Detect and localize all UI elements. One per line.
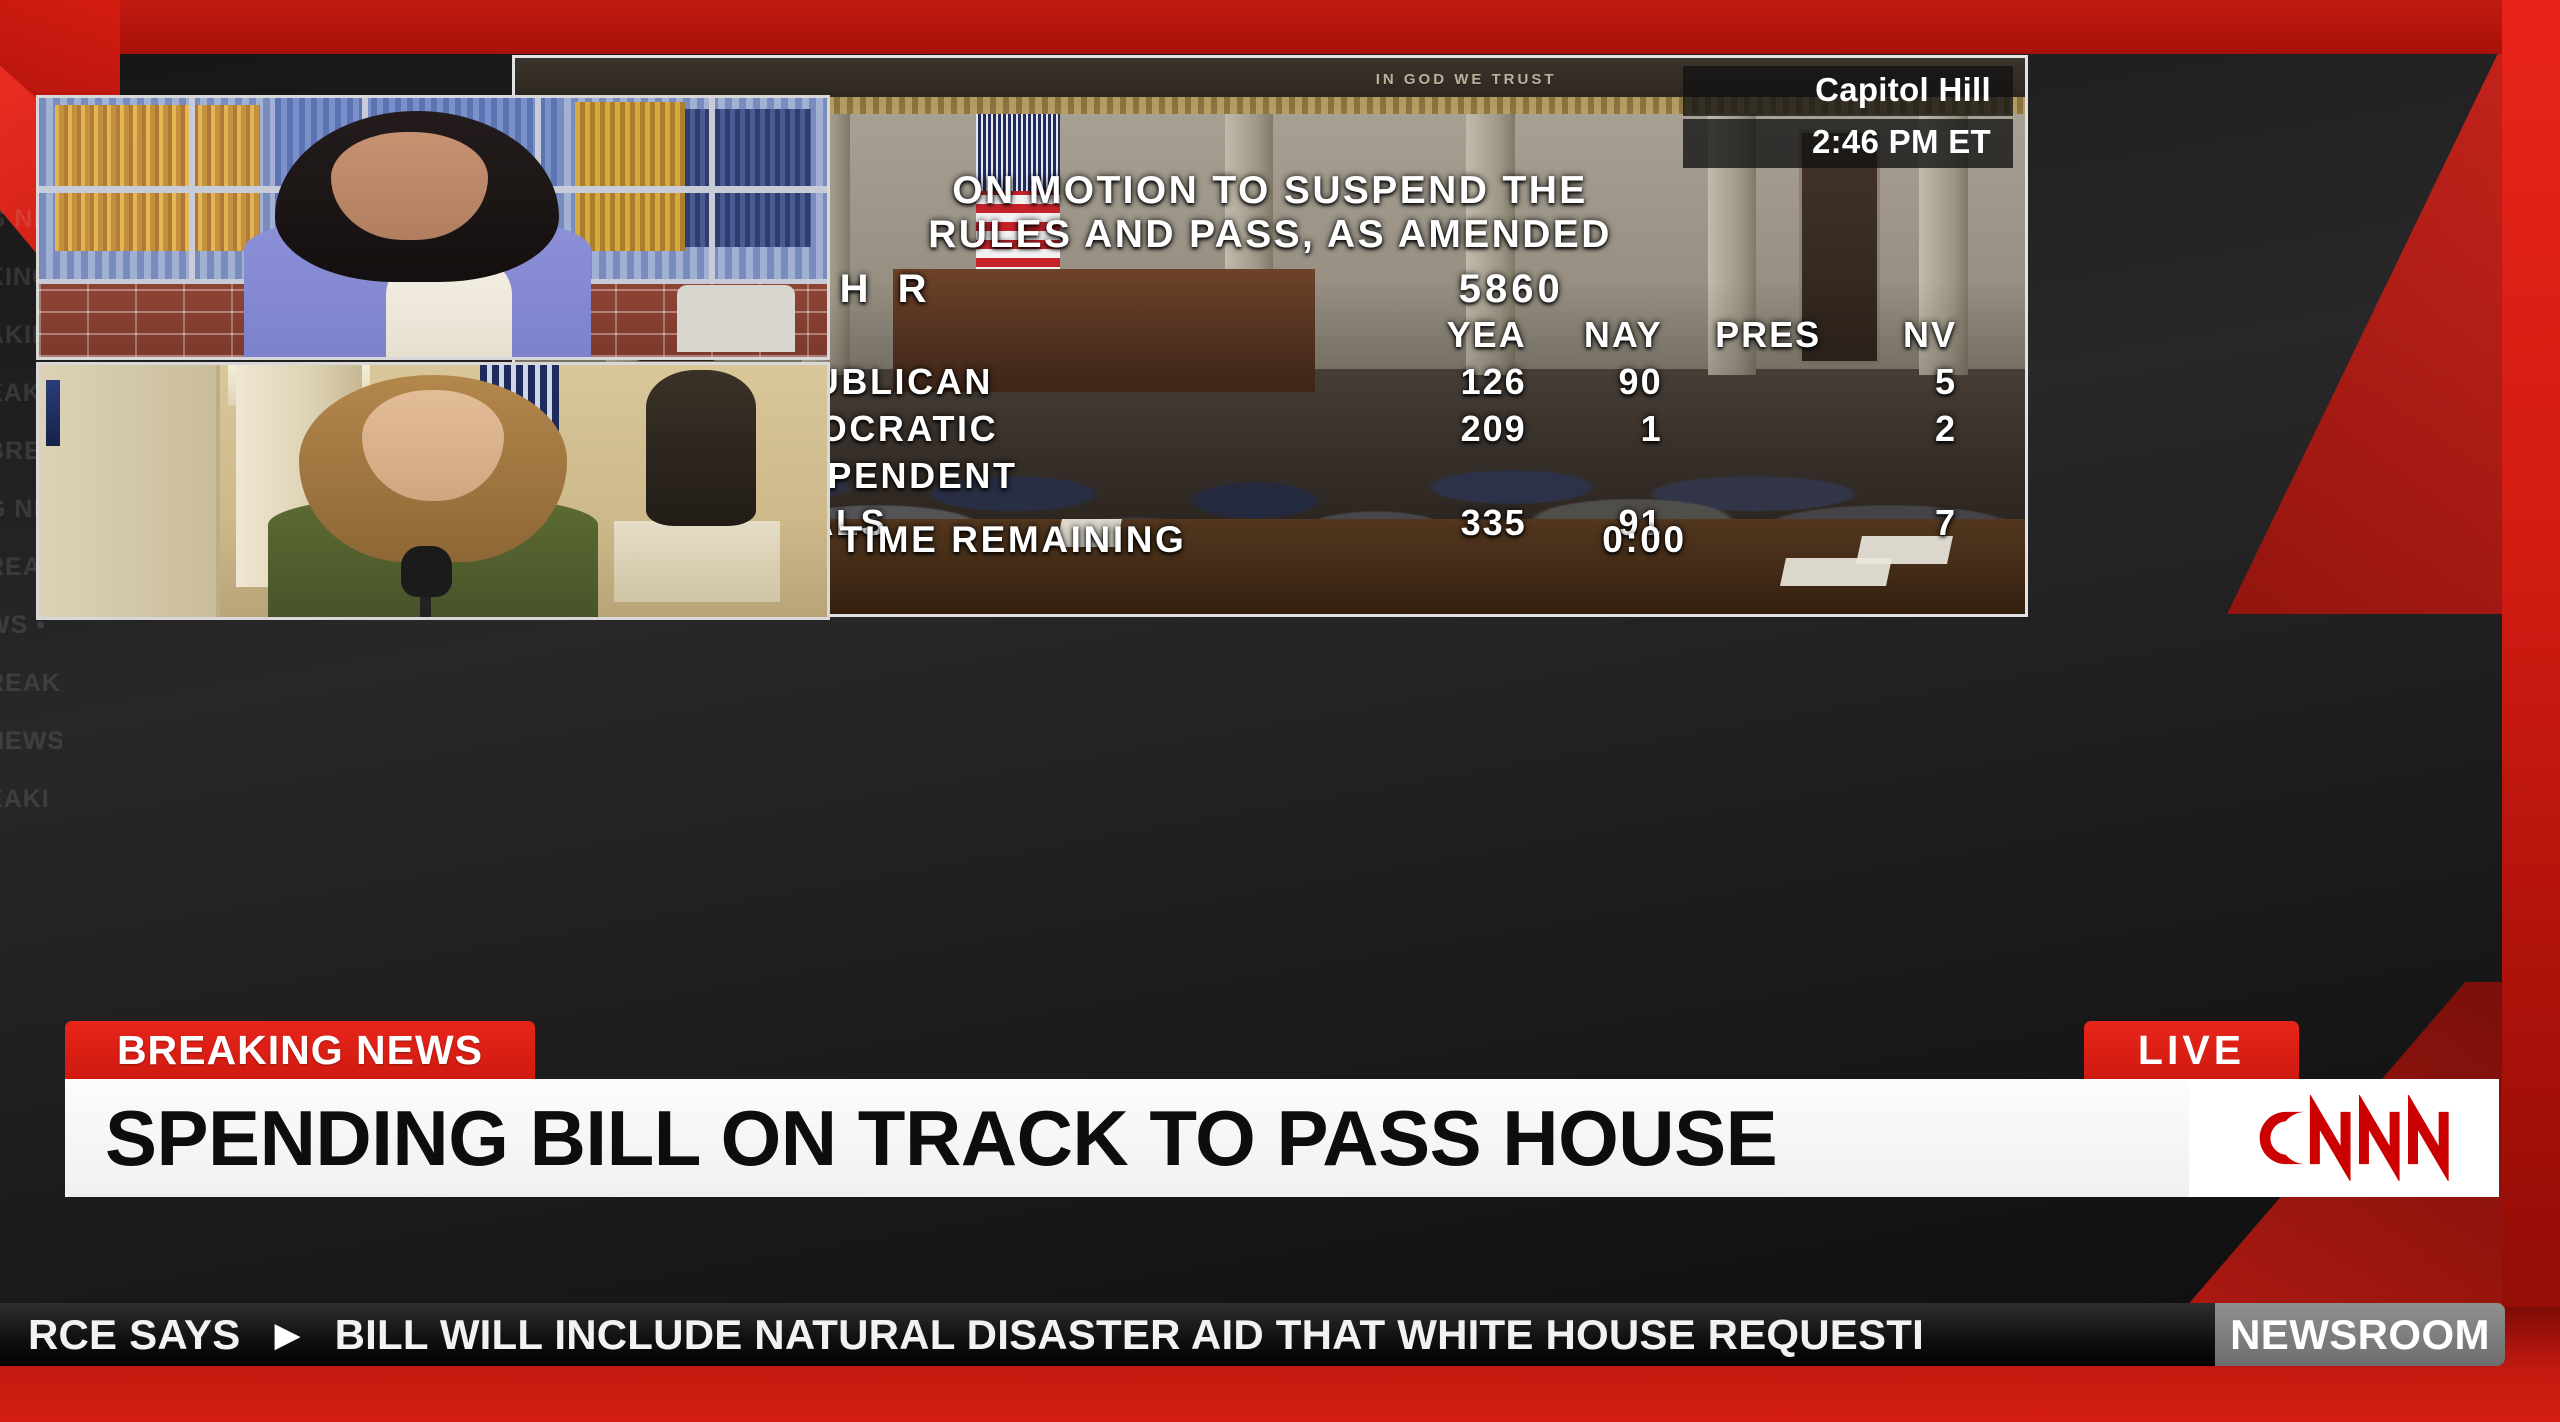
cityscape-left	[54, 105, 260, 251]
play-arrow-icon: ▶	[274, 1315, 301, 1354]
background-ghost-line: BRE	[0, 437, 42, 465]
studio-chair	[677, 284, 796, 352]
background-ghost-line: REAK	[0, 669, 61, 697]
capitol-reporter-video-panel	[36, 362, 830, 620]
location-place: Capitol Hill	[1683, 66, 2013, 116]
in-god-we-trust-inscription: IN GOD WE TRUST	[1375, 71, 1557, 89]
breaking-news-label: BREAKING NEWS	[116, 1026, 484, 1073]
bronze-statue	[645, 370, 757, 527]
capitol-corridor-scene	[39, 365, 827, 617]
breaking-news-tab: BREAKING NEWS	[65, 1021, 535, 1079]
studio-anchor-video-panel	[36, 95, 830, 360]
live-label: LIVE	[2137, 1026, 2246, 1073]
location-time: 2:46 PM ET	[1683, 119, 2013, 168]
microphone-stem	[420, 586, 432, 617]
headline-text: SPENDING BILL ON TRACK TO PASS HOUSE	[105, 1093, 1778, 1182]
background-red-top-bar	[0, 0, 2560, 54]
cityscape-right	[574, 101, 686, 251]
cnn-logo-icon	[2259, 1095, 2449, 1181]
ticker-segment-2: BILL WILL INCLUDE NATURAL DISASTER AID T…	[334, 1310, 1924, 1358]
corridor-door	[39, 365, 221, 617]
background-ghost-line: EAKI	[0, 785, 50, 813]
headline-bar: SPENDING BILL ON TRACK TO PASS HOUSE	[65, 1079, 2499, 1197]
anchor-face	[330, 131, 489, 241]
live-tab: LIVE	[2084, 1021, 2299, 1079]
desk-papers	[1855, 536, 1953, 564]
news-ticker: RCE SAYS ▶ BILL WILL INCLUDE NATURAL DIS…	[0, 1303, 2505, 1366]
location-badge: Capitol Hill 2:46 PM ET	[1683, 66, 2013, 168]
corridor-door-glass	[46, 380, 61, 446]
lower-third: BREAKING NEWS LIVE SPENDING BILL ON TRAC…	[65, 1021, 2499, 1275]
background-red-right-bar	[2502, 0, 2560, 1422]
studio-scene	[39, 98, 827, 357]
ticker-segment-1: RCE SAYS	[28, 1310, 241, 1358]
desk-papers	[1055, 519, 1122, 548]
chamber-frieze	[515, 96, 2025, 115]
microphone-icon	[401, 546, 452, 597]
cityscape-far-right	[685, 109, 812, 248]
reporter-face	[362, 390, 504, 502]
cnn-logo	[2189, 1079, 2499, 1197]
program-name-badge: NEWSROOM	[2215, 1303, 2505, 1366]
american-flag-canton	[975, 113, 1061, 192]
statue-plinth	[614, 521, 780, 602]
background-ghost-line: NEWS	[0, 727, 62, 755]
program-name-label: NEWSROOM	[2230, 1310, 2490, 1358]
